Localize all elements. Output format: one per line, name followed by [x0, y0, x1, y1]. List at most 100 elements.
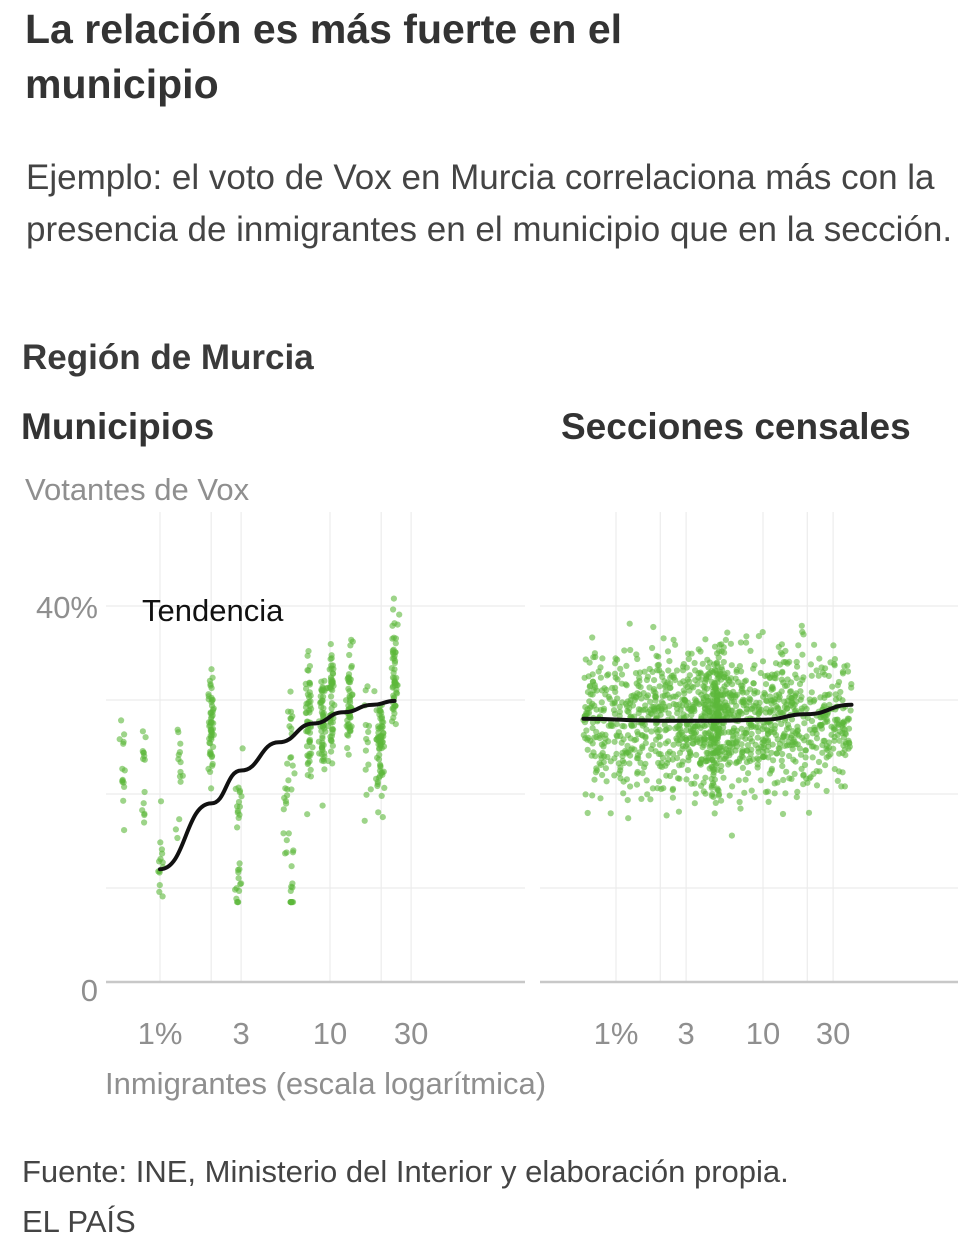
data-point [691, 780, 698, 787]
data-point [747, 750, 754, 758]
data-point [364, 683, 371, 690]
data-point [724, 690, 731, 697]
data-point [288, 725, 295, 732]
data-point [391, 682, 399, 689]
data-point [288, 786, 295, 793]
data-point [695, 646, 702, 653]
data-point [715, 792, 722, 799]
data-point [306, 689, 313, 696]
data-point [328, 662, 335, 669]
data-point [602, 731, 609, 739]
data-point [839, 769, 846, 776]
data-point [616, 712, 623, 720]
data-point [306, 694, 313, 701]
data-point [306, 753, 313, 760]
data-point [768, 706, 775, 713]
data-point [611, 772, 618, 779]
x-tick-label: 30 [816, 1016, 850, 1051]
data-point [793, 794, 800, 801]
data-point [782, 647, 789, 655]
data-point [320, 705, 327, 712]
data-point [803, 705, 810, 713]
data-point [208, 728, 215, 735]
data-point [827, 751, 834, 758]
data-point [599, 655, 606, 662]
data-point [834, 777, 841, 785]
data-point [686, 672, 693, 679]
data-point [591, 734, 598, 741]
data-point [593, 765, 600, 772]
data-point [627, 700, 634, 707]
data-point [319, 723, 326, 730]
data-point [728, 662, 735, 669]
data-point [845, 745, 852, 752]
data-point [661, 721, 668, 728]
data-point [736, 663, 744, 670]
data-point [751, 794, 758, 801]
data-point [177, 778, 184, 785]
data-point [636, 678, 643, 685]
data-point [692, 790, 699, 797]
data-point [794, 727, 802, 734]
data-point [584, 746, 591, 753]
data-point [656, 726, 663, 734]
data-point [637, 684, 644, 691]
data-point [612, 688, 619, 696]
data-point [679, 702, 686, 709]
data-point [683, 776, 690, 783]
data-point [705, 730, 712, 737]
data-point [670, 636, 677, 643]
data-point [624, 742, 631, 749]
data-point [686, 678, 693, 685]
data-point [635, 755, 642, 762]
data-point [796, 745, 803, 752]
data-point [584, 689, 592, 696]
data-point [669, 794, 677, 801]
data-point [643, 726, 650, 733]
data-point [651, 677, 658, 684]
data-point [207, 749, 214, 757]
data-point [831, 737, 838, 744]
data-point [611, 670, 619, 677]
data-point [681, 690, 688, 697]
data-point [235, 814, 242, 822]
data-point [348, 723, 355, 730]
data-point [597, 761, 605, 769]
data-point [582, 791, 589, 798]
data-point [768, 765, 776, 773]
data-point [381, 784, 388, 792]
data-point [174, 834, 181, 842]
data-point [319, 733, 326, 740]
panel-title-secciones: Secciones censales [561, 406, 911, 447]
data-point [827, 659, 834, 666]
data-point [799, 651, 806, 658]
data-point [283, 800, 290, 807]
data-point [620, 736, 627, 743]
data-point [744, 742, 752, 749]
data-point [141, 811, 148, 819]
data-point [770, 685, 777, 692]
data-point [596, 732, 604, 739]
data-point [584, 736, 591, 743]
data-point [390, 595, 397, 602]
data-point [179, 772, 186, 779]
data-point [741, 789, 748, 796]
data-point [810, 698, 817, 705]
data-point [159, 850, 166, 857]
data-point [798, 765, 805, 773]
data-point [784, 721, 792, 728]
data-point [774, 736, 781, 743]
data-point [235, 798, 243, 806]
data-point [781, 698, 788, 705]
data-point [666, 658, 673, 665]
data-point [589, 671, 596, 678]
data-point [727, 640, 735, 647]
data-point [701, 736, 708, 743]
data-point [700, 788, 707, 795]
data-point [718, 671, 725, 678]
data-point [782, 790, 789, 797]
data-point [629, 745, 636, 752]
data-point [580, 732, 587, 739]
data-point [836, 694, 843, 701]
trend-line [158, 698, 397, 872]
